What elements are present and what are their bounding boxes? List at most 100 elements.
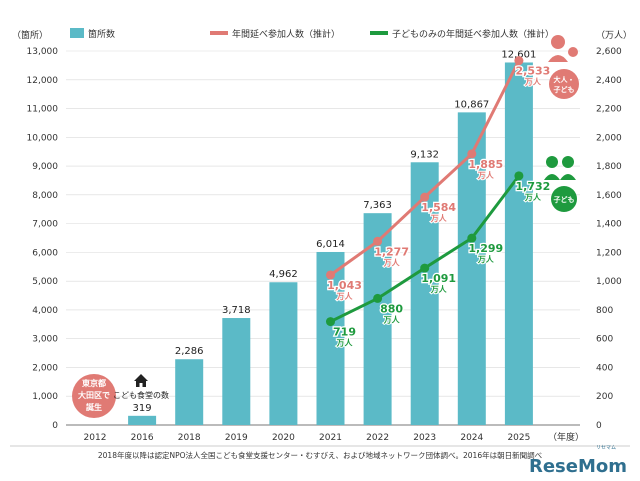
x-axis-unit: （年度） [548, 431, 584, 443]
series-unit-label: 万人 [524, 192, 542, 202]
child-icon-head-2 [562, 156, 574, 168]
series-point [467, 149, 477, 159]
legend-bar-label: 箇所数 [88, 28, 115, 40]
series-point [467, 233, 477, 243]
left-tick-label: 5,000 [32, 277, 58, 287]
left-axis-ticks: 0 1,000 2,000 3,000 4,000 5,000 6,000 7,000 8,00… [27, 47, 59, 431]
series-value-label: 1,584 [421, 201, 456, 214]
origin-badge: 東京都 大田区で 誕生 [72, 374, 116, 418]
series-unit-label: 万人 [430, 213, 448, 223]
child-icon-bodies [544, 174, 576, 180]
bar [128, 415, 157, 425]
legend: 箇所数 年間延べ参加人数（推計） 子どものみの年間延べ参加人数（推計） [70, 28, 554, 40]
series-point [420, 263, 430, 273]
bar-value-label: 7,363 [363, 200, 392, 211]
series-point [514, 56, 524, 66]
right-tick-label: 1,200 [596, 248, 622, 258]
right-tick-label: 400 [596, 363, 613, 373]
series-unit-label: 万人 [336, 291, 354, 301]
series-point [326, 317, 335, 327]
right-tick-label: 2,200 [596, 105, 622, 115]
legend-child-label: 子どものみの年間延べ参加人数（推計） [392, 28, 554, 40]
series-point [514, 171, 524, 181]
right-tick-label: 0 [596, 421, 602, 431]
series-value-label: 719 [333, 326, 356, 339]
shokudo-label: こども食堂の数 [113, 390, 169, 400]
legend-adult-label: 年間延べ参加人数（推計） [232, 28, 340, 40]
house-icon [134, 374, 148, 387]
adult-icon-body [548, 55, 568, 62]
bar [504, 62, 533, 426]
series-unit-label: 万人 [336, 338, 354, 348]
right-tick-label: 1,000 [596, 277, 622, 287]
series-point [326, 270, 335, 280]
bar [316, 251, 345, 425]
bar-value-label: 10,867 [454, 99, 489, 110]
x-tick-label: 2022 [366, 433, 389, 443]
adult-child-badge-line-2: 子ども [554, 85, 575, 94]
bar-series [128, 62, 533, 426]
right-axis-ticks: 0 200 400 600 800 1,000 1,200 1,400 1,600 1,800 2,… [596, 47, 622, 431]
left-tick-label: 12,000 [27, 76, 59, 86]
origin-badge-line-2: 大田区で [78, 390, 110, 400]
bar-value-labels: 319 2,286 3,718 4,962 6,014 7,363 9,132 10,867 1… [133, 49, 537, 413]
bar [175, 359, 204, 425]
house-door [139, 383, 143, 387]
shokudo-annotation: こども食堂の数 [113, 374, 169, 400]
logo-text: ReseMom [529, 456, 627, 477]
left-tick-label: 9,000 [32, 162, 58, 172]
x-tick-label: 2019 [225, 433, 248, 443]
series-point [373, 293, 383, 303]
right-tick-label: 1,800 [596, 162, 622, 172]
right-tick-label: 2,600 [596, 47, 622, 57]
bar [222, 318, 251, 425]
bar-value-label: 319 [133, 403, 152, 414]
x-tick-label: 2024 [460, 433, 483, 443]
bar-value-label: 6,014 [316, 239, 345, 250]
left-tick-label: 11,000 [27, 105, 59, 115]
origin-badge-circle [72, 374, 116, 418]
left-tick-label: 4,000 [32, 306, 58, 316]
child-icon-head-red [568, 47, 578, 57]
left-tick-label: 2,000 [32, 363, 58, 373]
series-unit-label: 万人 [524, 77, 542, 87]
series-unit-label: 万人 [477, 254, 495, 264]
x-tick-label: 2012 [84, 433, 107, 443]
x-axis-ticks: 2012 2016 2018 2019 2020 2021 2022 2023 2024 2025 [84, 433, 531, 443]
bar-value-label: 3,718 [222, 305, 251, 316]
right-axis-unit: （万人） [596, 30, 632, 41]
bar-value-label: 2,286 [175, 346, 204, 357]
series-value-label: 1,043 [327, 279, 362, 292]
adult-child-badge: 大人・ 子ども [548, 35, 579, 99]
bar [457, 112, 486, 425]
series-value-label: 1,732 [516, 180, 551, 193]
x-tick-label: 2021 [319, 433, 342, 443]
adult-icon-head [551, 35, 565, 49]
left-tick-label: 6,000 [32, 248, 58, 258]
series-value-label: 880 [380, 302, 403, 315]
x-tick-label: 2016 [131, 433, 154, 443]
adult-child-badge-line-1: 大人・ [554, 75, 575, 84]
series-value-label: 1,885 [468, 158, 503, 171]
series-value-label: 1,091 [421, 272, 456, 285]
series-value-label: 2,533 [516, 65, 551, 78]
x-tick-label: 2023 [413, 433, 436, 443]
x-tick-label: 2018 [178, 433, 201, 443]
source-note: 2018年度以降は認定NPO法人全国こども食堂支援センター・むすびえ、および地域… [98, 450, 543, 460]
right-tick-label: 2,000 [596, 133, 622, 143]
resemom-logo: リセマム ReseMom [529, 445, 627, 477]
left-axis-unit: （箇所） [12, 29, 48, 41]
child-badge: 子ども [544, 156, 577, 212]
right-tick-label: 200 [596, 392, 613, 402]
right-tick-label: 2,400 [596, 76, 622, 86]
left-tick-label: 13,000 [27, 47, 59, 57]
child-icon-head-1 [546, 156, 558, 168]
series-unit-label: 万人 [383, 314, 401, 324]
origin-badge-line-1: 東京都 [82, 378, 106, 388]
bar-value-label: 4,962 [269, 269, 298, 280]
line-series: 1,043万人1,277万人1,584万人1,885万人2,533万人719万人… [326, 56, 552, 349]
adult-child-badge-circle [549, 69, 579, 99]
series-value-label: 1,277 [374, 245, 409, 258]
bar-value-label: 12,601 [501, 49, 536, 60]
